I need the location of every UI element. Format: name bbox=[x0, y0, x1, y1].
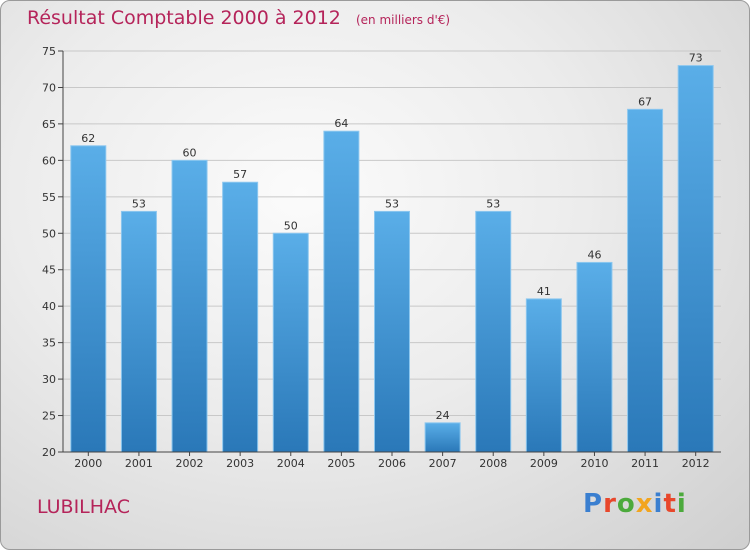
y-tick-label: 50 bbox=[42, 227, 56, 240]
bar-value-label: 41 bbox=[537, 285, 551, 298]
y-tick-label: 30 bbox=[42, 373, 56, 386]
bar bbox=[576, 261, 613, 453]
bar-value-label: 53 bbox=[385, 197, 399, 210]
x-tick-label: 2009 bbox=[530, 457, 558, 470]
x-tick-label: 2010 bbox=[580, 457, 608, 470]
bar-value-label: 67 bbox=[638, 95, 652, 108]
x-tick-label: 2007 bbox=[429, 457, 457, 470]
bar bbox=[677, 65, 714, 453]
bar bbox=[475, 210, 512, 453]
y-tick-label: 35 bbox=[42, 337, 56, 350]
chart-subtitle: (en milliers d'€) bbox=[355, 13, 451, 27]
logo-letter: i bbox=[653, 489, 664, 519]
bar bbox=[424, 422, 461, 453]
y-tick-label: 60 bbox=[42, 154, 56, 167]
bar bbox=[627, 108, 664, 453]
x-tick-label: 2008 bbox=[479, 457, 507, 470]
bar-value-label: 60 bbox=[183, 146, 197, 159]
x-tick-label: 2011 bbox=[631, 457, 659, 470]
bar-value-label: 53 bbox=[132, 197, 146, 210]
bar-value-label: 62 bbox=[81, 132, 95, 145]
commune-name: LUBILHAC bbox=[37, 496, 130, 518]
axes: 20 25 30 35 40 45 50 55 60 65 70 75 2000 2001 2002 2003… bbox=[42, 45, 721, 470]
bar-value-label: 57 bbox=[233, 168, 247, 181]
x-tick-label: 2012 bbox=[682, 457, 710, 470]
bar-value-label: 73 bbox=[689, 52, 703, 65]
bars: 62 53 60 57 50 64 53 24 53 41 46 67 73 bbox=[70, 52, 714, 453]
y-tick-label: 75 bbox=[42, 45, 56, 58]
y-tick-label: 55 bbox=[42, 191, 56, 204]
bar-value-label: 46 bbox=[587, 248, 601, 261]
logo-letter: i bbox=[676, 489, 687, 519]
logo-letter: P bbox=[583, 489, 604, 519]
y-tick-label: 65 bbox=[42, 118, 56, 131]
y-tick-label: 70 bbox=[42, 81, 56, 94]
bar bbox=[171, 159, 208, 453]
x-tick-label: 2005 bbox=[327, 457, 355, 470]
x-tick-label: 2001 bbox=[125, 457, 153, 470]
bar bbox=[374, 210, 410, 453]
logo-letter: o bbox=[616, 489, 636, 519]
logo-letter: x bbox=[635, 489, 654, 519]
bar bbox=[70, 145, 107, 453]
x-tick-label: 2004 bbox=[277, 457, 305, 470]
proxiti-logo: Proxiti bbox=[583, 489, 687, 519]
chart-title: Résultat Comptable 2000 à 2012 bbox=[27, 7, 341, 29]
bar bbox=[222, 181, 259, 453]
x-tick-label: 2006 bbox=[378, 457, 406, 470]
logo-letter: t bbox=[663, 489, 677, 519]
bar-value-label: 50 bbox=[284, 219, 298, 232]
bar bbox=[525, 298, 562, 453]
y-tick-label: 40 bbox=[42, 300, 56, 313]
x-tick-label: 2000 bbox=[74, 457, 102, 470]
bar-value-label: 64 bbox=[334, 117, 348, 130]
x-tick-label: 2003 bbox=[226, 457, 254, 470]
y-tick-label: 20 bbox=[42, 446, 56, 459]
y-tick-label: 25 bbox=[42, 410, 56, 423]
bar bbox=[272, 232, 309, 453]
bar-value-label: 24 bbox=[436, 409, 450, 422]
bar bbox=[120, 210, 157, 453]
bar-value-label: 53 bbox=[486, 197, 500, 210]
chart-title-block: Résultat Comptable 2000 à 2012 (en milli… bbox=[27, 7, 450, 29]
bar bbox=[323, 130, 360, 453]
x-tick-label: 2002 bbox=[176, 457, 204, 470]
logo-letter: r bbox=[603, 489, 617, 519]
y-tick-label: 45 bbox=[42, 264, 56, 277]
